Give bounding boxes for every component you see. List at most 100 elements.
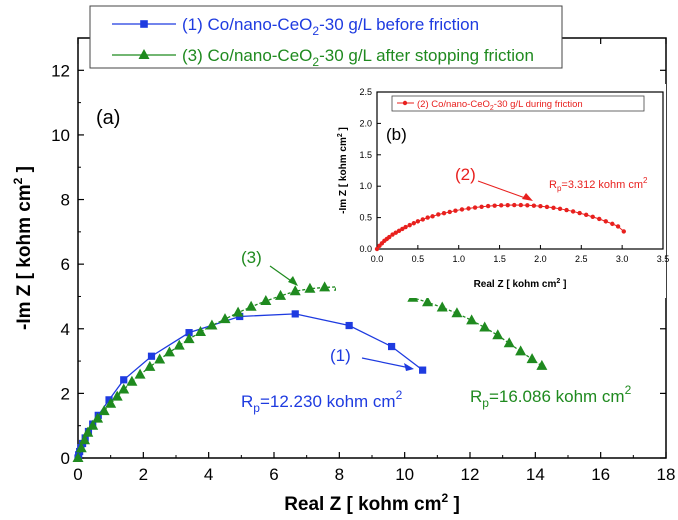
series-2-point	[154, 353, 166, 364]
series-1-point	[120, 376, 128, 384]
annotation-arrowhead-3	[288, 276, 298, 286]
main-y-axis-label: -Im Z [ kohm cm2 ]	[11, 166, 35, 330]
series-2-point	[82, 426, 94, 437]
panel-label-b: (b)	[386, 125, 407, 144]
rp-label-1: Rp=12.230 kohm cm2	[241, 388, 403, 415]
inset-y-tick-label: 2.5	[359, 87, 372, 97]
inset-y-tick-label: 2.0	[359, 118, 372, 128]
series-2-point	[466, 314, 478, 325]
legend-entry-1: (1) Co/nano-CeO2-30 g/L before friction	[182, 15, 479, 38]
series-2-point	[72, 452, 84, 462]
series-2-point	[492, 329, 504, 340]
inset-x-tick-label: 0.0	[371, 254, 384, 264]
series-line-1	[77, 313, 424, 459]
annotation-arrowhead-1	[404, 363, 414, 371]
series-2-point	[87, 419, 99, 430]
inset-series-point	[436, 212, 441, 217]
inset-series-point	[403, 224, 408, 230]
inset-y-axis-label: -Im Z [ kohm cm2 ]	[337, 127, 349, 214]
inset-legend-marker	[402, 100, 408, 106]
inset-y-tick-label: 1.0	[359, 181, 372, 191]
inset-x-tick-label: 1.0	[452, 254, 465, 264]
inset-series-point	[393, 230, 398, 235]
series-2-point	[289, 285, 301, 296]
main-y-tick-label: 0	[61, 449, 70, 468]
main-x-tick-label: 8	[335, 465, 344, 484]
inset-series-point	[551, 205, 556, 211]
main-x-tick-label: 14	[526, 465, 545, 484]
series-line-2	[77, 286, 543, 459]
series-1-point	[291, 310, 299, 318]
inset-x-tick-label: 2.0	[534, 254, 547, 264]
series-2-point	[479, 321, 491, 332]
main-x-tick-label: 0	[73, 465, 82, 484]
series-2-point	[275, 289, 287, 300]
main-x-axis-label: Real Z [ kohm cm2 ]	[284, 491, 460, 515]
inset-series-point	[425, 215, 430, 220]
main-x-tick-label: 16	[591, 465, 610, 484]
main-y-tick-label: 8	[61, 191, 70, 210]
series-1-point	[345, 321, 353, 330]
inset-series-point	[466, 206, 471, 211]
series-2-point	[79, 434, 91, 445]
main-y-tick-label: 12	[51, 61, 70, 80]
inset-series-point	[447, 209, 452, 215]
main-x-tick-label: 2	[139, 465, 148, 484]
annotation-arrowhead-2	[522, 193, 533, 201]
inset-series-point	[590, 214, 595, 220]
series-2-point	[422, 296, 434, 307]
inset-legend	[391, 95, 645, 112]
main-y-tick-label: 4	[61, 320, 70, 339]
inset-x-tick-label: 1.5	[493, 254, 506, 264]
inset-series-point	[441, 211, 447, 216]
inset-series-point	[610, 221, 615, 227]
annotation-label-2: (2)	[455, 165, 476, 184]
inset-series-point	[597, 216, 602, 222]
main-x-tick-label: 12	[461, 465, 480, 484]
inset-series-point	[544, 204, 550, 210]
annotation-arrow-1	[361, 357, 411, 369]
rp-label-2: Rp=3.312 kohm cm2	[549, 176, 648, 193]
inset-series-point	[518, 202, 524, 208]
series-2-point	[183, 333, 195, 344]
series-2-point	[118, 383, 130, 394]
legend-marker-1	[140, 20, 148, 28]
inset-x-tick-label: 3.0	[616, 254, 629, 264]
inset-series-point	[557, 206, 563, 212]
series-2-point	[195, 326, 206, 336]
inset-series-point	[390, 232, 395, 237]
annotation-label-3: (3)	[241, 248, 262, 267]
annotation-arrow-2	[477, 180, 529, 200]
inset-series-point	[374, 246, 380, 252]
main-legend	[89, 5, 563, 69]
inset-series-point	[505, 202, 510, 208]
series-2-point	[144, 360, 156, 371]
series-2-point	[526, 353, 538, 364]
series-2-point	[219, 313, 231, 324]
inset-series-point	[400, 226, 405, 232]
series-2-point	[436, 301, 448, 312]
inset-series-point	[583, 212, 589, 218]
inset-series-point	[420, 217, 425, 222]
series-2-point	[173, 339, 185, 350]
main-x-tick-label: 4	[204, 465, 213, 484]
inset-series-point	[387, 234, 392, 240]
series-2-point	[111, 390, 123, 401]
series-2-point	[134, 368, 146, 379]
inset-series-point	[615, 224, 621, 229]
series-2-point	[319, 281, 331, 292]
inset-series-point	[538, 204, 543, 209]
inset-series-point	[407, 222, 412, 228]
main-x-tick-label: 6	[269, 465, 278, 484]
inset-x-tick-label: 2.5	[575, 254, 588, 264]
inset-x-tick-label: 0.5	[412, 254, 425, 264]
inset-series-point	[459, 207, 465, 212]
inset-series-point	[603, 219, 608, 224]
inset-series-point	[396, 228, 402, 233]
series-1-point	[185, 329, 193, 337]
inset-series-point	[499, 203, 504, 208]
series-1-point	[419, 366, 427, 374]
main-y-tick-label: 2	[61, 384, 70, 403]
series-1-point	[105, 396, 113, 404]
